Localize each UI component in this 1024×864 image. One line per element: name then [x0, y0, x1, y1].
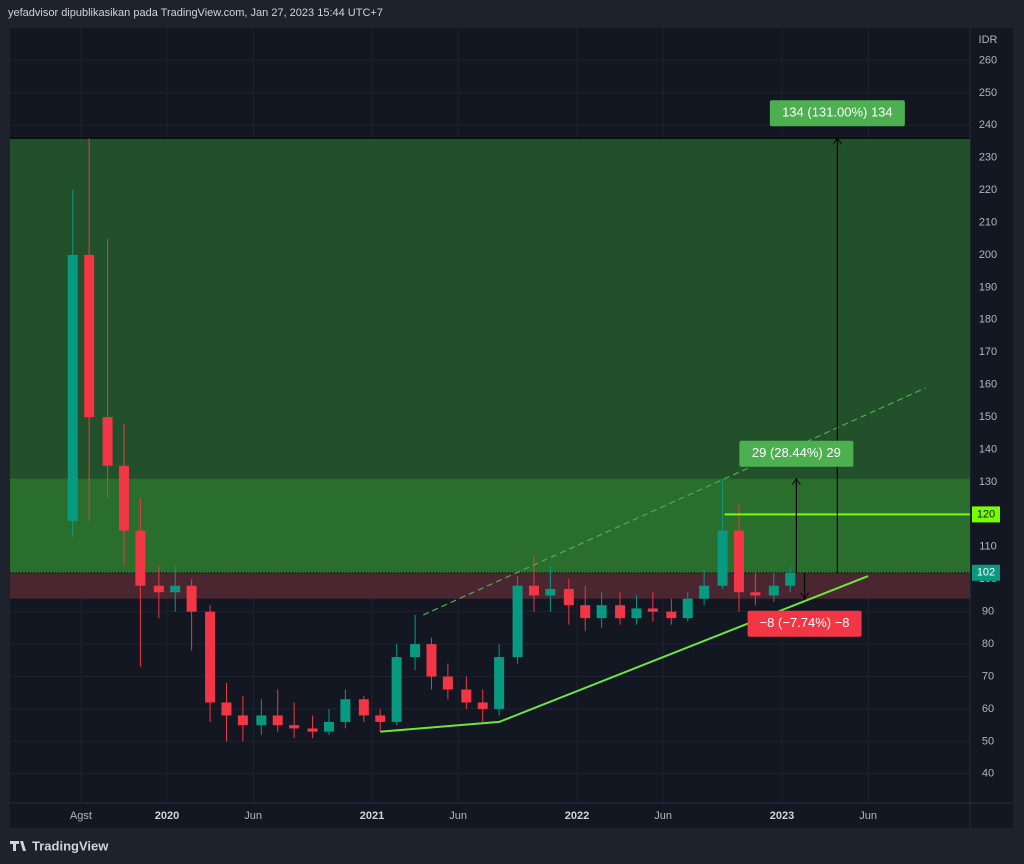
candle-body: [682, 598, 693, 619]
candle-body: [768, 585, 779, 596]
y-tick-label: 150: [979, 411, 997, 423]
y-tick-label: 40: [982, 768, 994, 780]
y-tick-label: 70: [982, 670, 994, 682]
candle-body: [631, 608, 642, 619]
candle-body: [118, 465, 129, 531]
candle-body: [256, 715, 267, 726]
candle-body: [340, 699, 351, 722]
candle-body: [717, 530, 728, 586]
y-tick-label: 80: [982, 638, 994, 650]
zone: [10, 478, 970, 573]
y-tick-label: 160: [979, 379, 997, 391]
zone: [10, 572, 970, 599]
measure-label-box: [769, 100, 905, 127]
currency: IDR: [979, 34, 998, 46]
y-tick-label: 210: [979, 216, 997, 228]
candle-body: [289, 725, 300, 729]
candle-body: [494, 657, 505, 709]
candle-body: [442, 676, 453, 690]
y-tick-label: 50: [982, 735, 994, 747]
y-tick-label: 130: [979, 476, 997, 488]
measure-arrow: [800, 592, 809, 600]
candle-body: [135, 530, 146, 586]
y-tick-label: 260: [979, 54, 997, 66]
candle-body: [666, 611, 677, 619]
x-tick-label: Agst: [70, 810, 92, 822]
price-tag-label: 102: [977, 567, 995, 579]
candle-body: [733, 530, 744, 593]
candle-body: [750, 592, 761, 596]
candle-body: [153, 585, 164, 593]
price-tag-label: 120: [977, 508, 995, 520]
y-tick-label: 110: [979, 541, 997, 553]
x-tick-label: Jun: [859, 810, 877, 822]
candle-body: [615, 605, 626, 619]
candle-body: [307, 728, 318, 732]
header: yefadvisor dipublikasikan pada TradingVi…: [8, 7, 383, 19]
candle-body: [785, 572, 796, 586]
candle-body: [84, 254, 95, 418]
candle-body: [272, 715, 283, 726]
brand: TradingView: [32, 838, 109, 853]
candle-body: [205, 611, 216, 703]
candle-body: [461, 689, 472, 703]
price-tag: [972, 506, 1000, 523]
candle-body: [237, 715, 248, 726]
candle-body: [410, 644, 421, 658]
y-tick-label: 140: [979, 443, 997, 455]
candle-body: [170, 585, 181, 593]
measure-arrow: [791, 477, 801, 486]
candle-body: [375, 715, 386, 722]
trendline: [380, 575, 869, 733]
candle-body: [647, 608, 658, 612]
y-tick-label: 200: [979, 249, 997, 261]
x-tick-label: 2021: [360, 810, 384, 822]
measure-label: 134 (131.00%) 134: [782, 105, 893, 120]
candle-body: [67, 254, 78, 521]
candle-body: [699, 585, 710, 599]
measure-label: −8 (−7.74%) −8: [760, 615, 850, 630]
measure-label-box: [747, 610, 862, 637]
y-tick-label: 190: [979, 281, 997, 293]
x-tick-label: Jun: [244, 810, 262, 822]
x-tick-label: 2023: [770, 810, 794, 822]
x-tick-label: Jun: [654, 810, 672, 822]
candle-body: [358, 699, 369, 716]
candle-body: [426, 644, 437, 677]
candle-body: [102, 417, 113, 466]
y-tick-label: 170: [979, 346, 997, 358]
candle-body: [580, 605, 591, 619]
y-tick-label: 230: [979, 152, 997, 164]
candle-body: [221, 702, 232, 716]
candle-body: [186, 585, 197, 612]
y-tick-label: 240: [979, 119, 997, 131]
measure-label-box: [739, 440, 854, 467]
trendline: [423, 387, 926, 616]
x-tick-label: Jun: [449, 810, 467, 822]
candle-body: [323, 721, 334, 732]
candle-body: [563, 588, 574, 606]
measure-label: 29 (28.44%) 29: [752, 445, 841, 460]
candle-body: [596, 605, 607, 619]
candle-body: [512, 585, 523, 658]
y-tick-label: 250: [979, 87, 997, 99]
y-tick-label: 60: [982, 703, 994, 715]
x-tick-label: 2020: [155, 810, 179, 822]
candle-body: [477, 702, 488, 709]
y-tick-label: 180: [979, 314, 997, 326]
measure-arrow: [832, 137, 842, 145]
brand-logo: [10, 841, 26, 851]
y-tick-label: 90: [982, 606, 994, 618]
candle-body: [528, 585, 539, 596]
price-tag: [972, 564, 1000, 581]
candle-body: [545, 588, 556, 596]
candle-body: [391, 657, 402, 722]
y-tick-label: 220: [979, 184, 997, 196]
x-tick-label: 2022: [565, 810, 589, 822]
